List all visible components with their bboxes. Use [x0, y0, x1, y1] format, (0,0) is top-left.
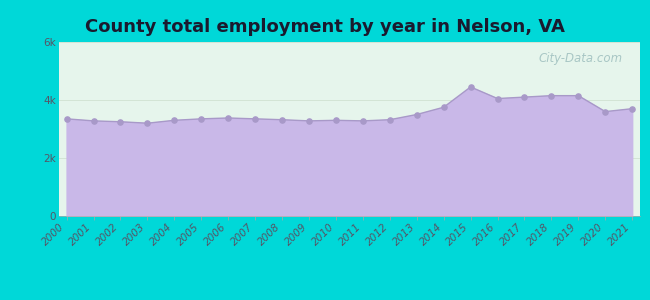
- Point: [600, 109, 610, 114]
- Point: [142, 121, 153, 126]
- Point: [411, 112, 422, 117]
- Point: [627, 106, 638, 111]
- Text: County total employment by year in Nelson, VA: County total employment by year in Nelso…: [85, 18, 565, 36]
- Point: [277, 117, 287, 122]
- Point: [385, 117, 395, 122]
- Point: [304, 118, 314, 123]
- Point: [196, 116, 207, 121]
- Point: [61, 116, 72, 121]
- Point: [169, 118, 179, 123]
- Point: [223, 116, 233, 120]
- Point: [250, 116, 260, 121]
- Point: [546, 93, 556, 98]
- Point: [331, 118, 341, 123]
- Point: [573, 93, 584, 98]
- Text: City-Data.com: City-Data.com: [539, 52, 623, 65]
- Point: [358, 118, 368, 123]
- Point: [519, 95, 530, 100]
- Point: [492, 96, 502, 101]
- Point: [115, 119, 125, 124]
- Point: [465, 85, 476, 89]
- Point: [88, 118, 99, 123]
- Point: [439, 105, 449, 110]
